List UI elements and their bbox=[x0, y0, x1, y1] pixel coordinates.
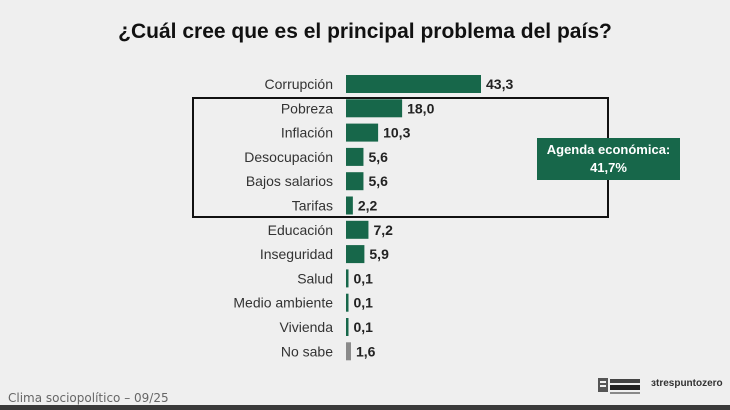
bar bbox=[346, 293, 349, 312]
category-label: Educación bbox=[268, 222, 333, 238]
category-label: Inseguridad bbox=[260, 246, 333, 262]
trespuntozero-logo: ɜtrespuntozero bbox=[651, 378, 723, 389]
bar bbox=[346, 196, 353, 215]
bar bbox=[346, 172, 364, 191]
bar bbox=[346, 220, 369, 239]
value-label: 0,1 bbox=[354, 295, 374, 311]
category-label: Bajos salarios bbox=[246, 173, 333, 189]
value-label: 5,9 bbox=[369, 246, 389, 262]
category-label: Pobreza bbox=[281, 100, 333, 116]
bottom-bar bbox=[0, 405, 730, 410]
value-label: 10,3 bbox=[383, 125, 410, 141]
value-label: 7,2 bbox=[373, 222, 393, 238]
value-label: 2,2 bbox=[358, 198, 378, 214]
value-label: 18,0 bbox=[407, 100, 434, 116]
bar bbox=[346, 147, 364, 166]
value-label: 0,1 bbox=[354, 319, 374, 335]
category-label: Corrupción bbox=[265, 76, 333, 92]
value-label: 1,6 bbox=[356, 343, 376, 359]
value-label: 5,6 bbox=[368, 149, 388, 165]
callout-label: Agenda económica: bbox=[546, 142, 671, 157]
la-gastrera-logo bbox=[598, 378, 640, 394]
trespuntozero-mark-icon: ɜ bbox=[651, 378, 656, 389]
category-label: Tarifas bbox=[292, 198, 333, 214]
bar bbox=[346, 99, 403, 118]
category-label: Medio ambiente bbox=[233, 295, 333, 311]
bar bbox=[346, 245, 365, 264]
value-label: 43,3 bbox=[486, 76, 513, 92]
bar bbox=[346, 342, 351, 361]
category-label: Inflación bbox=[281, 125, 333, 141]
economic-agenda-callout: Agenda económica: 41,7% bbox=[537, 138, 680, 180]
category-label: Salud bbox=[297, 270, 333, 286]
bar bbox=[346, 318, 349, 336]
value-label: 0,1 bbox=[354, 270, 374, 286]
bar bbox=[346, 75, 481, 93]
chart-title: ¿Cuál cree que es el principal problema … bbox=[118, 20, 612, 43]
category-label: Vivienda bbox=[280, 319, 334, 335]
footer-caption: Clima sociopolítico – 09/25 bbox=[8, 391, 169, 405]
value-label: 5,6 bbox=[368, 173, 388, 189]
trespuntozero-logo-text: trespuntozero bbox=[655, 378, 723, 389]
category-label: Desocupación bbox=[244, 149, 333, 165]
bar bbox=[346, 123, 379, 142]
category-label: No sabe bbox=[281, 343, 333, 359]
bar bbox=[346, 269, 349, 288]
callout-value: 41,7% bbox=[590, 160, 627, 175]
